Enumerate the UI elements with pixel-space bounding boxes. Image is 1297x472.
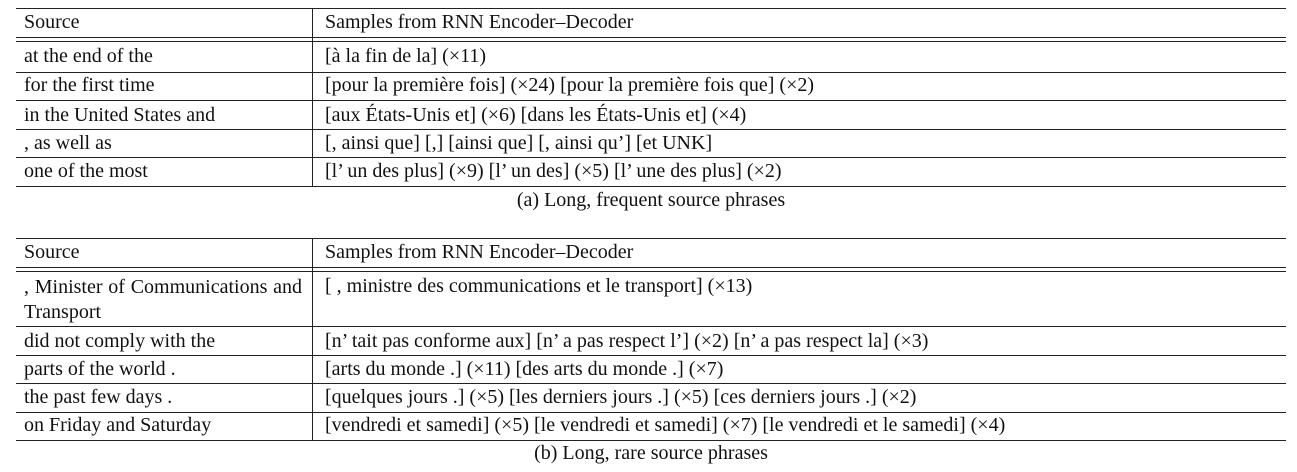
source-phrase: , Minister of Communications and Transpo… [24,276,302,323]
sample-translations: [arts du monde .] (×11) [des arts du mon… [325,358,724,380]
row-rule [16,383,1286,384]
row-rule [16,72,1286,73]
row-rule [16,326,1286,327]
sample-translations: [quelques jours .] (×5) [les derniers jo… [325,386,917,408]
top-rule [16,238,1286,239]
source-phrase: for the first time [24,74,155,96]
source-header: Source [24,241,80,263]
samples-header: Samples from RNN Encoder–Decoder [325,241,634,263]
source-phrase: , as well as [24,132,112,154]
header-rule [16,41,1286,42]
sample-translations: [vendredi et samedi] (×5) [le vendredi e… [325,414,1006,436]
header-rule [16,267,1286,268]
table-caption: (a) Long, frequent source phrases [516,189,786,211]
sample-translations: [ , ministre des communications et le tr… [325,275,753,297]
source-phrase: at the end of the [24,45,153,67]
row-rule [16,100,1286,101]
header-rule [16,271,1286,272]
table-caption: (b) Long, rare source phrases [534,442,768,464]
bottom-rule [16,186,1286,187]
source-phrase: on Friday and Saturday [24,414,212,436]
source-phrase: in the United States and [24,104,216,126]
source-phrase: one of the most [24,160,148,182]
bottom-rule [16,440,1286,441]
row-rule [16,129,1286,130]
sample-translations: [à la fin de la] (×11) [325,45,487,67]
sample-translations: [aux États-Unis et] (×6) [dans les États… [325,104,747,126]
header-rule [16,37,1286,38]
top-rule [16,8,1286,9]
row-rule [16,355,1286,356]
column-divider [312,238,313,440]
sample-translations: [pour la première fois] (×24) [pour la p… [325,74,815,96]
samples-header: Samples from RNN Encoder–Decoder [325,11,634,33]
sample-translations: [l’ un des plus] (×9) [l’ un des] (×5) [… [325,160,782,182]
sample-translations: [, ainsi que] [,] [ainsi que] [, ainsi q… [325,132,713,154]
source-phrase: parts of the world . [24,358,176,380]
row-rule [16,412,1286,413]
source-phrase: the past few days . [24,386,173,408]
sample-translations: [n’ tait pas conforme aux] [n’ a pas res… [325,330,929,352]
row-rule [16,157,1286,158]
source-phrase: did not comply with the [24,330,216,352]
source-header: Source [24,11,80,33]
column-divider [312,8,313,186]
